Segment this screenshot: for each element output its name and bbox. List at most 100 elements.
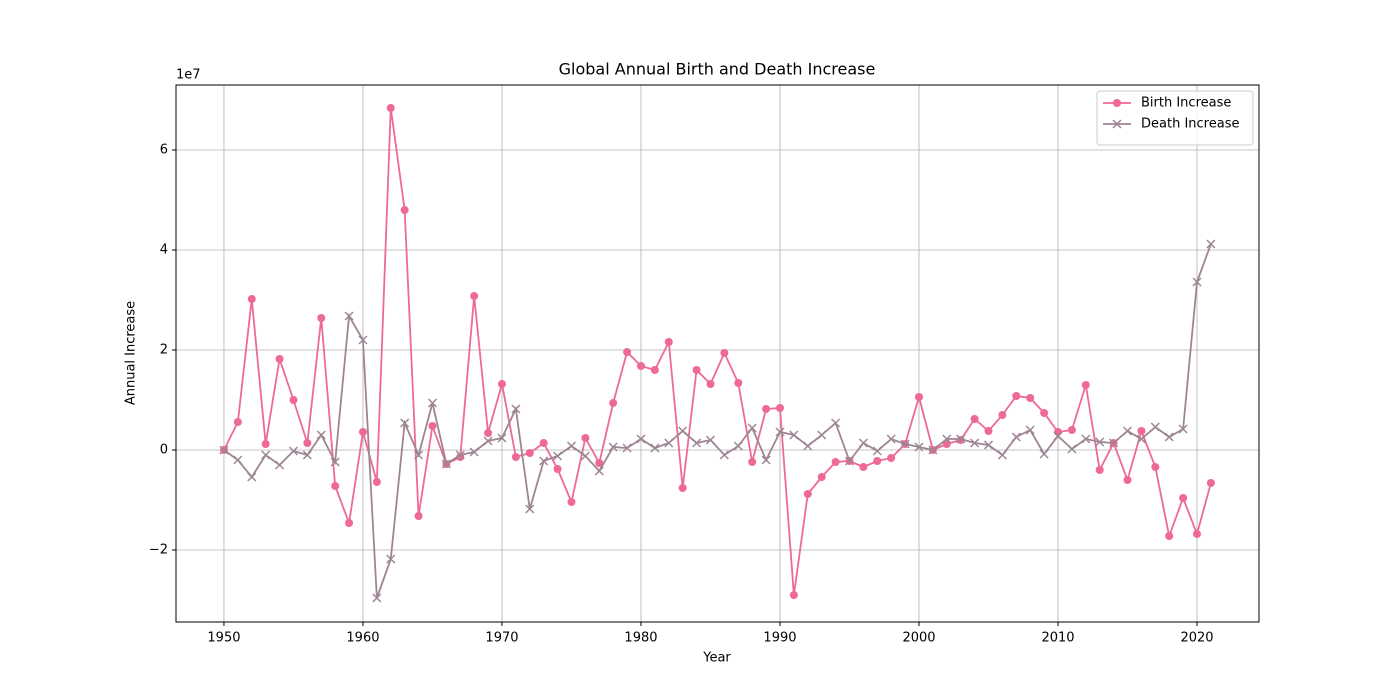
legend-marker <box>1112 119 1122 129</box>
marker <box>1081 434 1091 444</box>
marker <box>1193 530 1202 538</box>
marker <box>1067 426 1076 434</box>
marker <box>817 473 826 481</box>
marker <box>358 428 367 436</box>
y-offset-text: 1e7 <box>176 68 201 83</box>
marker <box>331 482 340 490</box>
marker <box>998 411 1007 419</box>
marker <box>1206 479 1215 487</box>
marker <box>1026 394 1035 402</box>
marker <box>441 459 451 469</box>
y-tick-label: 6 <box>160 143 168 158</box>
marker <box>1012 392 1021 400</box>
legend-label: Death Increase <box>1141 117 1239 132</box>
marker <box>719 450 729 460</box>
marker <box>761 455 771 465</box>
marker <box>789 591 798 599</box>
marker <box>581 434 590 442</box>
marker <box>747 423 757 433</box>
marker <box>608 442 618 452</box>
marker <box>733 441 743 451</box>
marker <box>525 504 535 514</box>
marker <box>706 380 715 388</box>
marker <box>914 442 924 452</box>
legend-box <box>1096 90 1254 146</box>
chart-title: Global Annual Birth and Death Increase <box>559 60 876 79</box>
x-tick-label: 2020 <box>1180 631 1213 646</box>
marker <box>914 393 923 401</box>
marker <box>1192 277 1202 287</box>
legend-marker <box>1113 99 1121 107</box>
marker <box>1123 476 1132 484</box>
marker <box>858 438 868 448</box>
x-tick-label: 1960 <box>346 631 379 646</box>
marker <box>414 450 424 460</box>
marker <box>1067 444 1077 454</box>
marker <box>1109 438 1119 448</box>
marker <box>484 429 493 437</box>
marker <box>748 458 757 466</box>
marker <box>984 427 993 435</box>
marker <box>317 314 326 322</box>
marker <box>330 457 340 467</box>
marker <box>539 456 549 466</box>
marker <box>303 439 312 447</box>
marker <box>594 466 604 476</box>
marker <box>650 443 660 453</box>
marker <box>428 422 437 430</box>
series-line <box>223 243 1212 599</box>
marker <box>886 434 896 444</box>
marker <box>1122 426 1133 436</box>
marker <box>664 338 673 346</box>
marker <box>595 459 604 467</box>
marker <box>844 456 855 466</box>
marker <box>692 438 702 448</box>
marker <box>553 465 562 473</box>
marker <box>511 453 520 461</box>
marker <box>1040 409 1049 417</box>
y-axis-label: Annual Increase <box>124 301 139 405</box>
marker <box>873 457 882 465</box>
marker <box>539 439 548 447</box>
marker <box>1151 463 1160 471</box>
marker <box>344 311 354 321</box>
x-tick-label: 1980 <box>624 631 657 646</box>
marker <box>609 399 618 407</box>
marker <box>567 498 576 506</box>
marker <box>817 430 827 440</box>
marker <box>455 450 465 460</box>
marker <box>219 445 229 455</box>
marker <box>872 446 882 456</box>
marker <box>622 443 632 453</box>
marker <box>705 435 716 445</box>
marker <box>483 436 493 446</box>
marker <box>678 426 688 436</box>
marker <box>316 430 326 440</box>
y-tick-label: −2 <box>149 543 168 558</box>
marker <box>1179 494 1188 502</box>
marker <box>1136 434 1146 444</box>
marker <box>247 295 256 303</box>
marker <box>831 458 840 466</box>
marker <box>734 379 743 387</box>
marker <box>497 433 507 443</box>
marker <box>636 434 646 444</box>
marker <box>261 440 270 448</box>
marker <box>358 335 368 345</box>
x-tick-label: 1950 <box>207 631 240 646</box>
marker <box>470 292 479 300</box>
marker <box>497 380 506 388</box>
y-tick-label: 0 <box>160 443 168 458</box>
marker <box>692 366 701 374</box>
marker <box>956 434 966 444</box>
marker <box>1081 381 1090 389</box>
marker <box>1095 437 1105 447</box>
marker <box>636 362 645 370</box>
marker <box>970 438 980 448</box>
marker <box>580 451 590 461</box>
marker <box>302 450 312 460</box>
legend-label: Birth Increase <box>1141 96 1231 111</box>
marker <box>1137 427 1146 435</box>
marker <box>1150 422 1160 432</box>
